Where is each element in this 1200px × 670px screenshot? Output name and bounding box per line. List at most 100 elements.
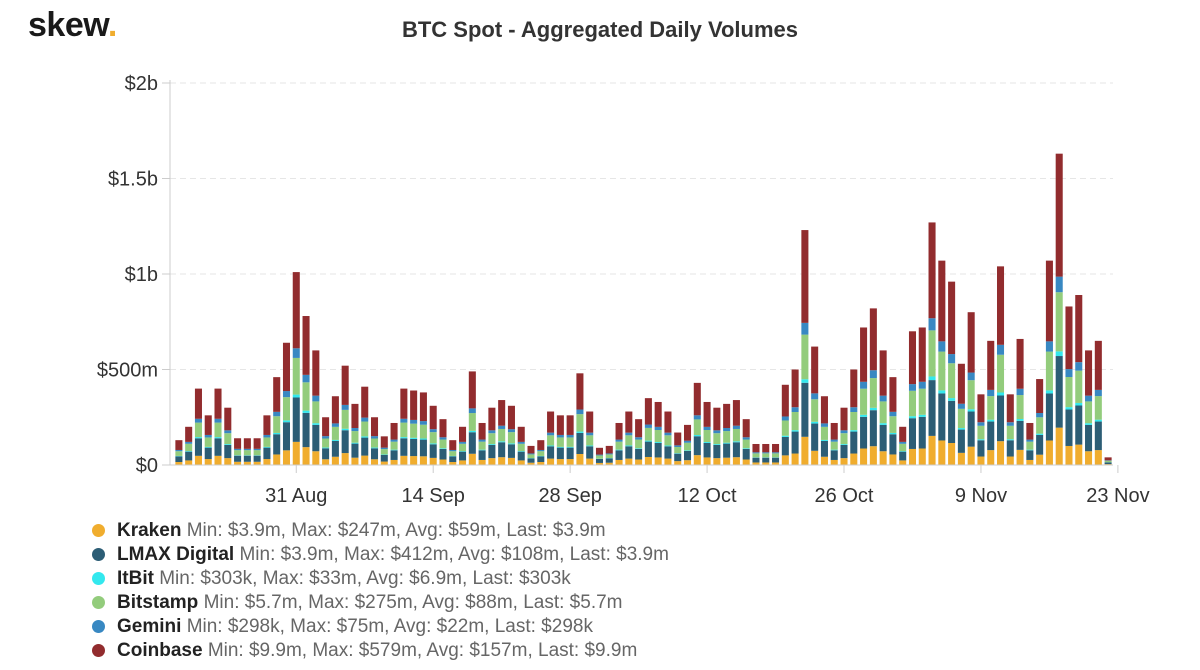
bar-segment-lmax-digital[interactable]: [664, 446, 672, 459]
bar-segment-gemini[interactable]: [194, 418, 202, 423]
bar-segment-bitstamp[interactable]: [742, 439, 750, 449]
bar-segment-itbit[interactable]: [204, 446, 212, 448]
bar-segment-bitstamp[interactable]: [830, 441, 838, 450]
bar-segment-coinbase[interactable]: [214, 388, 222, 419]
bar-segment-kraken[interactable]: [390, 459, 398, 465]
bar-segment-coinbase[interactable]: [234, 438, 242, 449]
bar-stack[interactable]: [410, 390, 418, 465]
bar-segment-lmax-digital[interactable]: [282, 422, 291, 451]
bar-segment-lmax-digital[interactable]: [547, 446, 555, 459]
bar-segment-gemini[interactable]: [586, 432, 594, 436]
bar-segment-gemini[interactable]: [938, 341, 946, 352]
bar-segment-itbit[interactable]: [723, 442, 731, 444]
bar-segment-itbit[interactable]: [683, 450, 692, 451]
bar-segment-kraken[interactable]: [273, 454, 281, 465]
bar-segment-lmax-digital[interactable]: [253, 455, 261, 462]
bar-segment-kraken[interactable]: [948, 442, 956, 465]
bar-stack[interactable]: [811, 346, 819, 465]
bar-segment-coinbase[interactable]: [889, 377, 897, 412]
bar-segment-bitstamp[interactable]: [1085, 401, 1093, 424]
bar-stack[interactable]: [860, 327, 868, 465]
bar-segment-itbit[interactable]: [1016, 418, 1024, 421]
bar-segment-kraken[interactable]: [282, 450, 291, 465]
bar-segment-lmax-digital[interactable]: [908, 418, 917, 449]
bar-segment-gemini[interactable]: [820, 423, 828, 427]
bar-segment-kraken[interactable]: [341, 453, 349, 465]
bar-segment-itbit[interactable]: [194, 437, 202, 439]
bar-segment-coinbase[interactable]: [488, 407, 496, 431]
bar-segment-coinbase[interactable]: [243, 438, 251, 449]
bar-segment-bitstamp[interactable]: [869, 378, 877, 408]
bar-segment-coinbase[interactable]: [879, 350, 887, 396]
bar-segment-coinbase[interactable]: [781, 384, 789, 417]
bar-segment-gemini[interactable]: [429, 429, 437, 433]
bar-segment-coinbase[interactable]: [752, 443, 760, 453]
bar-segment-itbit[interactable]: [331, 439, 339, 441]
bar-segment-bitstamp[interactable]: [478, 441, 486, 450]
bar-segment-coinbase[interactable]: [1045, 260, 1053, 342]
bar-segment-itbit[interactable]: [703, 441, 711, 443]
bar-segment-lmax-digital[interactable]: [595, 458, 604, 463]
bar-segment-gemini[interactable]: [547, 432, 555, 436]
bar-segment-coinbase[interactable]: [674, 432, 682, 446]
bar-segment-coinbase[interactable]: [772, 443, 780, 453]
bar-segment-gemini[interactable]: [282, 391, 291, 398]
bar-segment-gemini[interactable]: [204, 434, 212, 438]
bar-segment-itbit[interactable]: [517, 451, 525, 452]
bar-segment-lmax-digital[interactable]: [400, 438, 408, 456]
bar-segment-gemini[interactable]: [507, 429, 515, 433]
bar-segment-gemini[interactable]: [380, 447, 388, 450]
bar-stack[interactable]: [772, 443, 780, 465]
bar-segment-lmax-digital[interactable]: [341, 430, 349, 454]
bar-segment-kraken[interactable]: [361, 455, 369, 465]
bar-segment-itbit[interactable]: [801, 379, 809, 383]
bar-segment-coinbase[interactable]: [615, 422, 623, 440]
bar-segment-coinbase[interactable]: [537, 440, 545, 450]
bar-segment-lmax-digital[interactable]: [762, 457, 770, 463]
bar-segment-itbit[interactable]: [556, 446, 564, 448]
bar-segment-itbit[interactable]: [1075, 402, 1083, 406]
bar-segment-bitstamp[interactable]: [429, 432, 437, 444]
bar-stack[interactable]: [1006, 394, 1014, 465]
bar-segment-gemini[interactable]: [811, 393, 819, 400]
bar-segment-bitstamp[interactable]: [899, 443, 907, 452]
bar-segment-bitstamp[interactable]: [879, 401, 887, 424]
bar-segment-kraken[interactable]: [175, 462, 183, 465]
bar-segment-bitstamp[interactable]: [595, 455, 604, 459]
bar-segment-gemini[interactable]: [752, 452, 760, 454]
bar-segment-kraken[interactable]: [850, 453, 858, 465]
bar-segment-bitstamp[interactable]: [390, 441, 398, 450]
bar-segment-bitstamp[interactable]: [204, 437, 212, 447]
bar-segment-lmax-digital[interactable]: [938, 393, 946, 441]
bar-segment-bitstamp[interactable]: [1065, 377, 1073, 408]
bar-segment-bitstamp[interactable]: [419, 424, 427, 439]
bar-segment-gemini[interactable]: [351, 428, 359, 432]
bar-segment-itbit[interactable]: [899, 451, 907, 452]
bar-stack[interactable]: [488, 407, 496, 465]
bar-segment-bitstamp[interactable]: [635, 439, 643, 449]
bar-segment-itbit[interactable]: [302, 410, 310, 413]
bar-segment-itbit[interactable]: [987, 419, 995, 422]
bar-segment-kraken[interactable]: [507, 457, 515, 465]
bar-segment-lmax-digital[interactable]: [635, 448, 643, 460]
bar-segment-coinbase[interactable]: [341, 365, 349, 405]
bar-segment-kraken[interactable]: [586, 458, 594, 465]
bar-segment-coinbase[interactable]: [351, 403, 359, 429]
bar-segment-coinbase[interactable]: [449, 440, 457, 450]
bar-stack[interactable]: [400, 388, 408, 465]
bar-segment-coinbase[interactable]: [282, 342, 291, 392]
bar-segment-coinbase[interactable]: [566, 415, 574, 435]
bar-segment-bitstamp[interactable]: [214, 422, 222, 438]
bar-segment-kraken[interactable]: [967, 446, 975, 465]
bar-stack[interactable]: [204, 415, 212, 465]
bar-stack[interactable]: [664, 411, 672, 465]
bar-segment-gemini[interactable]: [1045, 341, 1053, 352]
bar-segment-itbit[interactable]: [263, 446, 271, 448]
bar-segment-itbit[interactable]: [292, 394, 300, 398]
bar-segment-itbit[interactable]: [370, 447, 379, 449]
bar-segment-kraken[interactable]: [674, 461, 682, 465]
bar-segment-itbit[interactable]: [791, 430, 799, 432]
bar-segment-coinbase[interactable]: [322, 417, 330, 437]
bar-segment-coinbase[interactable]: [938, 260, 946, 342]
bar-stack[interactable]: [419, 392, 427, 465]
